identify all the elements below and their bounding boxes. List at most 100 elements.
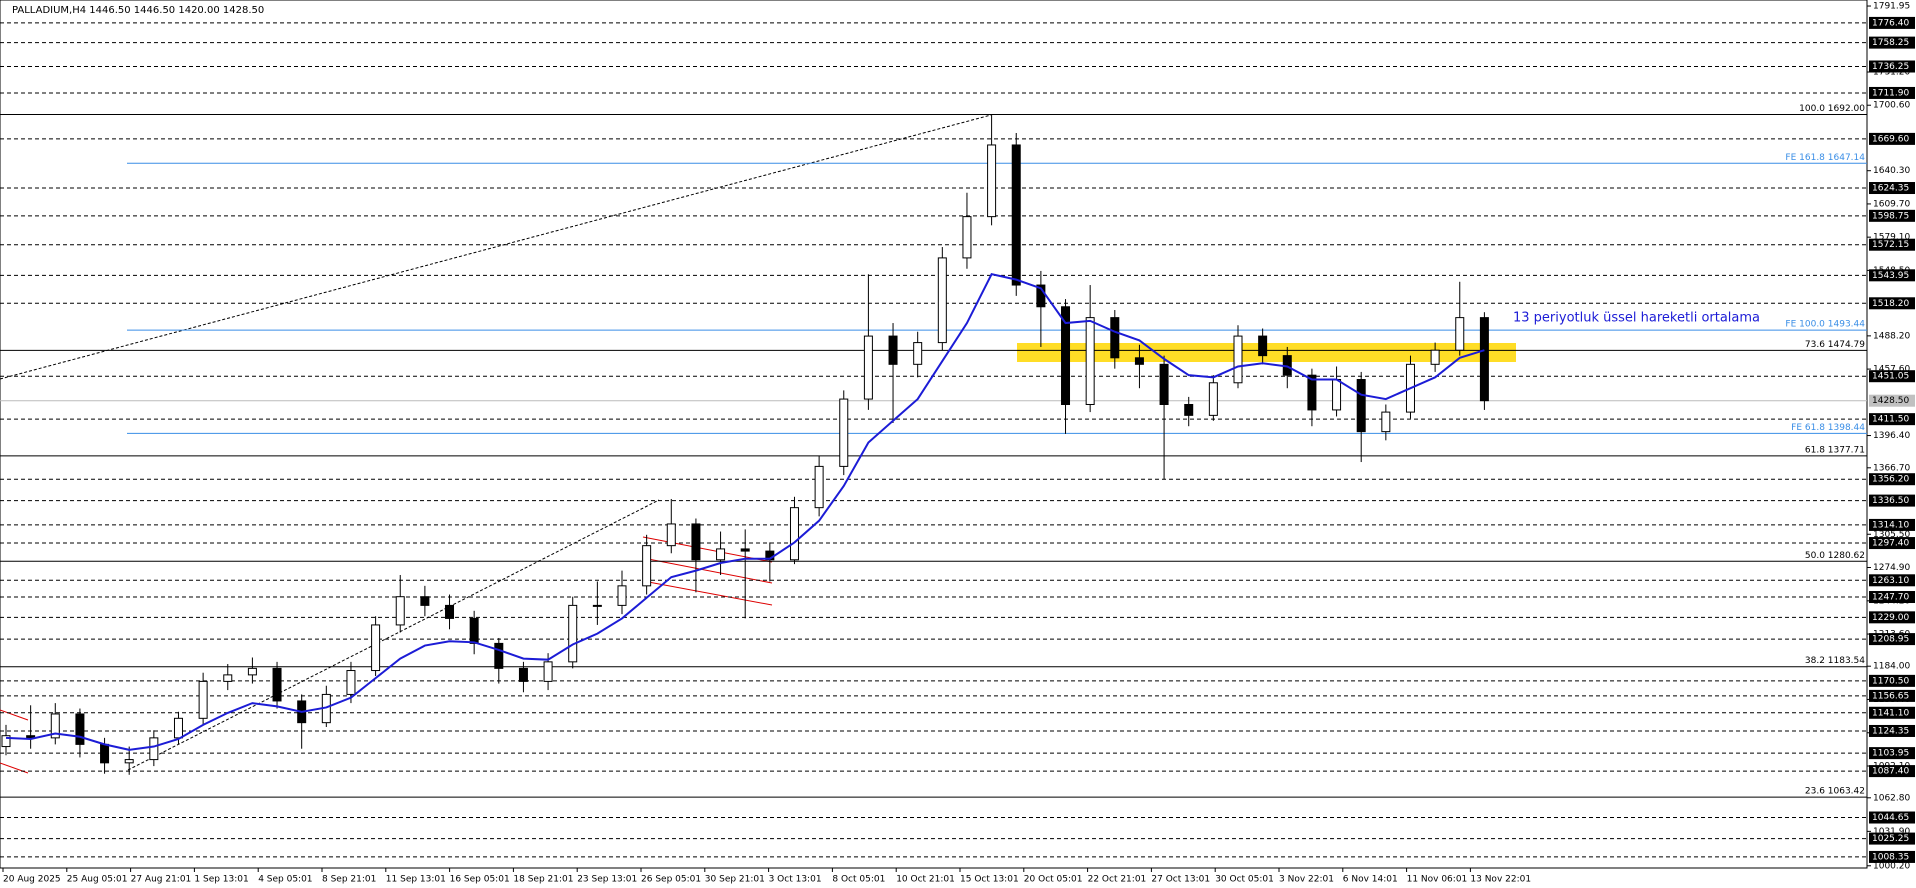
y-tick-label: 1579.10 — [1873, 233, 1910, 243]
x-tick-label: 3 Nov 22:01 — [1279, 875, 1334, 885]
level-label: 1170.50 — [1872, 676, 1909, 686]
level-label: 1044.65 — [1872, 813, 1909, 823]
x-tick-label: 27 Oct 13:01 — [1151, 875, 1210, 885]
candle-body — [75, 713, 85, 745]
level-box — [1869, 747, 1915, 760]
candle-body — [1184, 403, 1194, 416]
x-tick-label: 11 Sep 13:01 — [386, 875, 446, 885]
ema-line — [5, 273, 1485, 751]
level-label: 1247.70 — [1872, 593, 1909, 603]
x-tick-label: 22 Oct 21:01 — [1088, 875, 1147, 885]
candle-body — [1381, 411, 1391, 433]
fe-anchor — [127, 499, 660, 771]
candle-body — [1110, 317, 1120, 359]
candle-body — [716, 548, 726, 561]
level-label: 1543.95 — [1872, 271, 1909, 281]
channel-line — [642, 557, 773, 584]
candle-body — [666, 523, 676, 547]
plot-frame — [0, 0, 1868, 869]
y-tick-label: 1184.00 — [1873, 662, 1910, 672]
candle-body — [1455, 317, 1465, 351]
x-tick-label: 25 Aug 05:01 — [67, 875, 128, 885]
fib-label: 73.6 1474.79 — [1805, 340, 1865, 350]
y-tick-label: 1488.20 — [1873, 331, 1910, 341]
y-tick-label: 1000.20 — [1873, 861, 1910, 871]
level-box — [1869, 473, 1915, 486]
candle-body — [1061, 306, 1071, 405]
price-box — [1869, 394, 1915, 407]
level-box — [1869, 238, 1915, 251]
x-tick-label: 16 Sep 05:01 — [450, 875, 510, 885]
x-tick-label: 6 Nov 14:01 — [1343, 875, 1398, 885]
level-box — [1869, 370, 1915, 383]
candle-body — [1332, 379, 1342, 411]
y-tick-label: 1700.60 — [1873, 101, 1910, 111]
x-tick-label: 3 Oct 13:01 — [769, 875, 822, 885]
level-box — [1869, 518, 1915, 531]
candle-body — [1430, 349, 1440, 365]
fib-label: 23.6 1063.42 — [1805, 787, 1865, 797]
candle-body — [272, 667, 282, 702]
candle-body — [987, 144, 997, 218]
candle-body — [1233, 335, 1243, 384]
x-tick-label: 30 Sep 21:01 — [705, 875, 765, 885]
x-tick-label: 11 Nov 06:01 — [1407, 875, 1468, 885]
candle-body — [962, 216, 972, 259]
y-tick-label: 1457.60 — [1873, 365, 1910, 375]
y-tick-label: 1031.90 — [1873, 827, 1910, 837]
candle-body — [814, 465, 824, 509]
level-box — [1869, 269, 1915, 282]
y-tick-label: 1640.30 — [1873, 166, 1910, 176]
candle-body — [1258, 335, 1268, 357]
level-label: 1229.00 — [1872, 613, 1909, 623]
level-box — [1869, 674, 1915, 687]
level-box — [1869, 850, 1915, 863]
candle-body — [888, 335, 898, 365]
level-label: 1124.35 — [1872, 726, 1909, 736]
candle-body — [1159, 363, 1169, 405]
level-box — [1869, 574, 1915, 587]
candle-body — [592, 604, 602, 607]
level-box — [1869, 209, 1915, 222]
level-label: 1141.10 — [1872, 708, 1909, 718]
fib-anchor — [0, 114, 992, 380]
level-box — [1869, 724, 1915, 737]
candle-body — [543, 661, 553, 682]
level-box — [1869, 832, 1915, 845]
y-tick-label: 1366.70 — [1873, 463, 1910, 473]
level-box — [1869, 413, 1915, 426]
candle-body — [1307, 374, 1317, 411]
candle-body — [913, 342, 923, 365]
level-box — [1869, 633, 1915, 646]
candle-body — [198, 680, 208, 719]
y-tick-label: 1062.80 — [1873, 793, 1910, 803]
level-box — [1869, 86, 1915, 99]
level-label: 1336.50 — [1872, 496, 1909, 506]
candle-body — [395, 596, 405, 626]
candle-body — [1208, 382, 1218, 416]
level-box — [1869, 537, 1915, 550]
candle-body — [494, 642, 504, 669]
candle-body — [149, 737, 159, 761]
y-tick-label: 1274.90 — [1873, 563, 1910, 573]
annotation: 13 periyotluk üssel hareketli ortalama — [1513, 311, 1760, 326]
candle-body — [100, 743, 110, 764]
level-label: 1156.65 — [1872, 691, 1909, 701]
x-tick-label: 8 Oct 05:01 — [832, 875, 885, 885]
candle-body — [1134, 357, 1144, 365]
level-label: 1598.75 — [1872, 211, 1909, 221]
level-label: 1087.40 — [1872, 767, 1909, 777]
level-box — [1869, 591, 1915, 604]
candle-body — [445, 604, 455, 619]
candle-body — [518, 667, 528, 682]
x-tick-label: 23 Sep 13:01 — [577, 875, 637, 885]
y-tick-label: 1305.50 — [1873, 530, 1910, 540]
level-label: 1314.10 — [1872, 520, 1909, 530]
candle-body — [937, 257, 947, 344]
candle-body — [469, 617, 479, 644]
x-tick-label: 18 Sep 21:01 — [513, 875, 573, 885]
level-label: 1411.50 — [1872, 415, 1909, 425]
